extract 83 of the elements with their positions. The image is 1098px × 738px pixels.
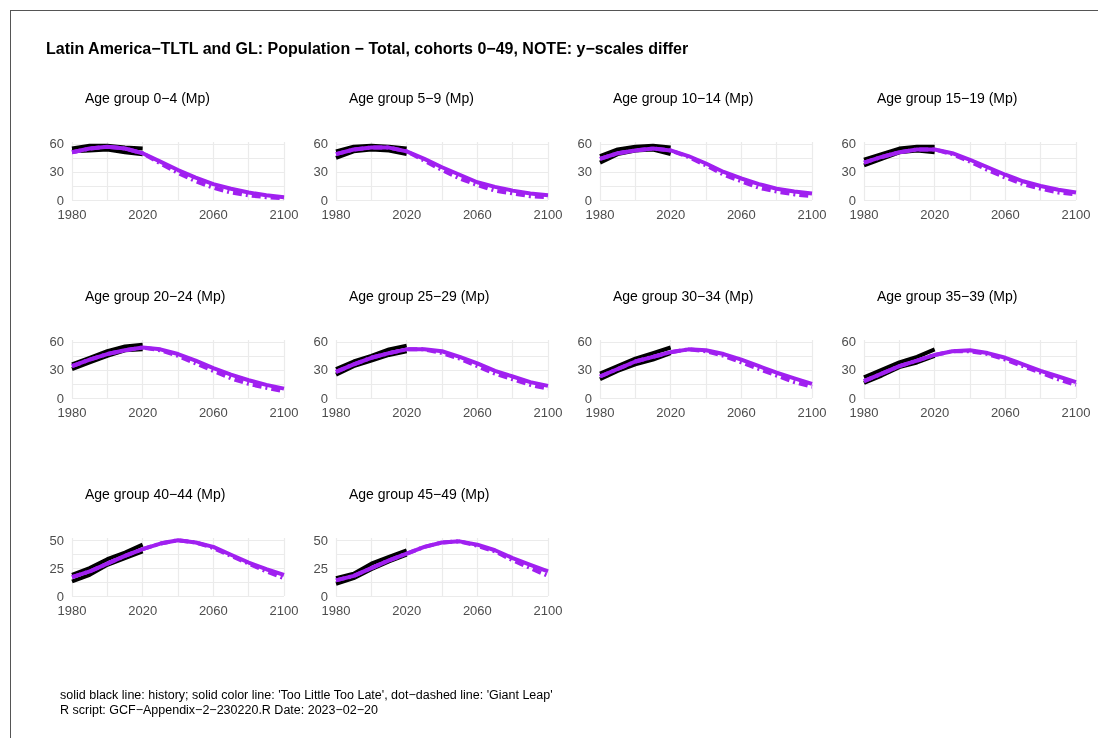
- x-tick-label: 1980: [57, 603, 87, 618]
- y-tick-label: 30: [841, 164, 856, 180]
- x-tick-label: 2100: [269, 603, 299, 618]
- y-tick-label: 30: [49, 362, 64, 378]
- x-tick-label: 2060: [462, 405, 492, 420]
- text: R script: GCF−Appendix−2−230220.R Date: 2023−02−20: [60, 703, 379, 718]
- y-tick-label: 30: [49, 164, 64, 180]
- y-tick-label: 60: [49, 334, 64, 350]
- y-tick-label: 0: [848, 390, 856, 406]
- y-tick-label: 50: [49, 532, 64, 548]
- y-tick-label: 0: [56, 390, 64, 406]
- chart-title: Age group 5−9 (Mp): [349, 90, 474, 106]
- y-tick-label: 60: [313, 136, 328, 152]
- y-tick-label: 60: [49, 136, 64, 152]
- x-tick-label: 2020: [392, 405, 422, 420]
- x-tick-label: 2020: [128, 603, 158, 618]
- y-tick-label: 60: [577, 334, 592, 350]
- x-tick-label: 2020: [920, 207, 950, 222]
- x-tick-label: 2020: [920, 405, 950, 420]
- chart-title: Age group 30−34 (Mp): [613, 288, 754, 304]
- x-tick-label: 2100: [797, 207, 827, 222]
- x-tick-label: 2060: [990, 207, 1020, 222]
- y-tick-label: 30: [313, 164, 328, 180]
- chart-title: Age group 15−19 (Mp): [877, 90, 1018, 106]
- x-tick-label: 2100: [533, 405, 563, 420]
- chart-title: Age group 45−49 (Mp): [349, 486, 490, 502]
- x-tick-label: 2100: [1061, 405, 1091, 420]
- y-tick-label: 50: [313, 532, 328, 548]
- y-tick-label: 0: [320, 588, 328, 604]
- x-tick-label: 2020: [656, 207, 686, 222]
- x-tick-label: 1980: [321, 207, 351, 222]
- y-tick-label: 30: [841, 362, 856, 378]
- y-tick-label: 0: [56, 588, 64, 604]
- x-tick-label: 2060: [198, 603, 228, 618]
- text: Latin America−TLTL and GL: Population − Total, cohorts 0−49, NOTE: y−scales differ: [46, 40, 689, 58]
- x-tick-label: 1980: [849, 207, 879, 222]
- y-tick-label: 60: [313, 334, 328, 350]
- x-tick-label: 2100: [269, 405, 299, 420]
- x-tick-label: 2020: [392, 603, 422, 618]
- x-tick-label: 2060: [990, 405, 1020, 420]
- x-tick-label: 1980: [57, 405, 87, 420]
- x-tick-label: 1980: [57, 207, 87, 222]
- x-tick-label: 2060: [462, 603, 492, 618]
- x-tick-label: 1980: [849, 405, 879, 420]
- x-tick-label: 2100: [269, 207, 299, 222]
- y-tick-label: 60: [841, 136, 856, 152]
- x-tick-label: 2020: [128, 207, 158, 222]
- chart-title: Age group 10−14 (Mp): [613, 90, 754, 106]
- chart-title: Age group 35−39 (Mp): [877, 288, 1018, 304]
- y-tick-label: 0: [584, 390, 592, 406]
- x-tick-label: 2100: [1061, 207, 1091, 222]
- y-tick-label: 25: [49, 560, 64, 576]
- x-tick-label: 2100: [533, 603, 563, 618]
- y-tick-label: 0: [320, 192, 328, 208]
- x-tick-label: 2060: [198, 207, 228, 222]
- chart-title: Age group 0−4 (Mp): [85, 90, 210, 106]
- y-tick-label: 25: [313, 560, 328, 576]
- y-tick-label: 0: [584, 192, 592, 208]
- y-tick-label: 30: [577, 362, 592, 378]
- x-tick-label: 1980: [585, 405, 615, 420]
- x-tick-label: 2060: [462, 207, 492, 222]
- x-tick-label: 2060: [198, 405, 228, 420]
- x-tick-label: 1980: [321, 405, 351, 420]
- y-tick-label: 30: [577, 164, 592, 180]
- y-tick-label: 30: [313, 362, 328, 378]
- chart-title: Age group 25−29 (Mp): [349, 288, 490, 304]
- y-tick-label: 60: [577, 136, 592, 152]
- x-tick-label: 2060: [726, 405, 756, 420]
- x-tick-label: 1980: [585, 207, 615, 222]
- x-tick-label: 2020: [392, 207, 422, 222]
- text: solid black line: history; solid color line: 'Too Little Too Late', dot−dashed line: 'Giant Leap': [60, 688, 553, 703]
- x-tick-label: 2100: [533, 207, 563, 222]
- x-tick-label: 2100: [797, 405, 827, 420]
- y-tick-label: 0: [56, 192, 64, 208]
- y-tick-label: 0: [848, 192, 856, 208]
- x-tick-label: 2020: [128, 405, 158, 420]
- y-tick-label: 60: [841, 334, 856, 350]
- chart-title: Age group 20−24 (Mp): [85, 288, 226, 304]
- x-tick-label: 2020: [656, 405, 686, 420]
- x-tick-label: 2060: [726, 207, 756, 222]
- chart-title: Age group 40−44 (Mp): [85, 486, 226, 502]
- y-tick-label: 0: [320, 390, 328, 406]
- x-tick-label: 1980: [321, 603, 351, 618]
